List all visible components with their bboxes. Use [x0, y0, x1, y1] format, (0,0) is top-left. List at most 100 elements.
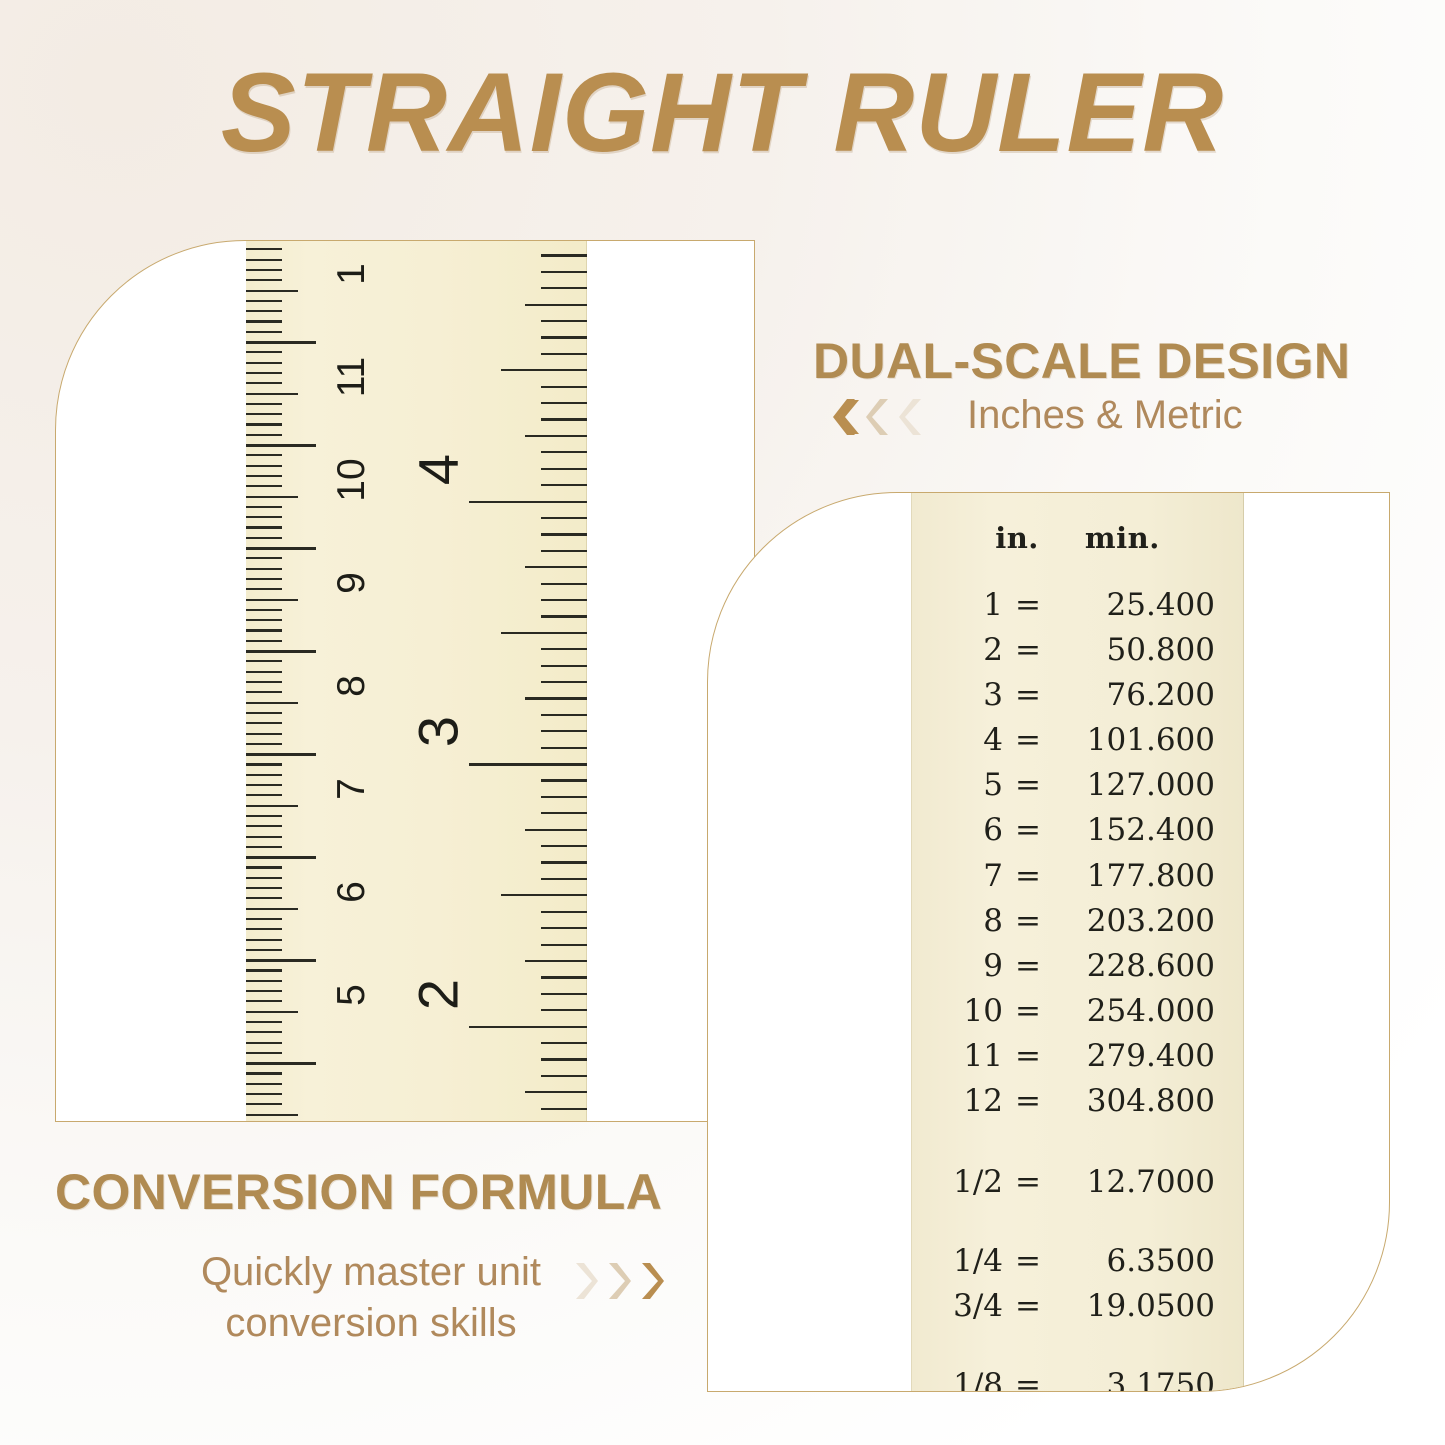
ruler-tick-metric — [246, 240, 316, 241]
ruler-tick-metric — [246, 536, 282, 539]
table-row: 10 = 254.000 — [911, 989, 1244, 1034]
ruler-tick-metric — [246, 444, 316, 447]
page-title: STRAIGHT RULER — [220, 50, 1225, 175]
ruler-tick-metric — [246, 897, 282, 900]
cell-equals: = — [1015, 902, 1041, 939]
cell-inches: 9 — [983, 947, 1003, 984]
ruler-number-metric: 8 — [330, 674, 373, 697]
ruler-tick-inch — [541, 615, 587, 618]
ruler-tick-metric — [246, 835, 282, 838]
cell-inches: 1/8 — [953, 1367, 1003, 1392]
ruler-tick-metric — [246, 1072, 282, 1075]
ruler-tick-metric — [246, 289, 298, 292]
ruler-tick-inch — [541, 1107, 587, 1110]
ruler-tick-inch — [541, 943, 587, 946]
chevron-right-icon — [576, 1263, 598, 1299]
cell-millimeters: 19.0500 — [1086, 1288, 1215, 1325]
ruler-tick-metric — [246, 598, 298, 601]
ruler-number-metric: 1 — [330, 262, 373, 285]
ruler-tick-inch — [541, 795, 587, 799]
ruler-tick-inch — [541, 1009, 587, 1012]
ruler-tick-metric — [246, 681, 282, 684]
ruler-tick-metric — [246, 619, 282, 622]
ruler-tick-metric — [246, 691, 282, 694]
ruler-tick-inch — [469, 763, 587, 766]
ruler-tick-inch — [541, 270, 587, 273]
ruler-tick-metric — [246, 341, 316, 344]
feature-conversion-subheading: Quickly master unit conversion skills — [196, 1247, 546, 1349]
ruler-tick-metric — [246, 567, 282, 570]
ruler-tick-inch — [541, 516, 587, 520]
ruler-tick-metric — [246, 784, 282, 787]
ruler-tick-metric — [246, 732, 282, 735]
cell-millimeters: 254.000 — [1086, 992, 1215, 1029]
ruler-tick-inch — [541, 336, 587, 339]
cell-millimeters: 127.000 — [1086, 767, 1215, 804]
cell-inches: 8 — [983, 902, 1003, 939]
ruler-tick-metric — [246, 310, 282, 313]
ruler-tick-metric — [246, 876, 282, 879]
ruler-photo-card: 1 11 10 9 8 7 6 5 4 3 2 — [55, 240, 755, 1122]
ruler-tick-inch — [541, 681, 587, 684]
ruler-tick-metric — [246, 938, 282, 941]
cell-millimeters: 6.3500 — [1106, 1243, 1215, 1280]
cell-millimeters: 76.200 — [1106, 677, 1215, 714]
cell-millimeters: 3.1750 — [1106, 1367, 1215, 1392]
ruler-tick-inch — [541, 402, 587, 405]
cell-millimeters: 12.7000 — [1086, 1164, 1215, 1201]
ruler-tick-metric — [246, 392, 298, 395]
ruler-tick-inch — [541, 467, 587, 470]
cell-inches: 10 — [963, 992, 1003, 1029]
ruler-tick-metric — [246, 753, 316, 756]
ruler-tick-metric — [246, 845, 282, 848]
ruler-tick-metric — [246, 660, 282, 663]
ruler-tick-inch — [541, 877, 587, 881]
ruler-tick-metric — [246, 588, 282, 591]
ruler-tick-inch — [469, 1025, 587, 1029]
ruler-tick-metric — [246, 1113, 298, 1116]
cell-inches: 4 — [983, 722, 1003, 759]
table-row: 9 = 228.600 — [911, 944, 1244, 989]
table-row: 11 = 279.400 — [911, 1034, 1244, 1079]
cell-equals: = — [1015, 857, 1041, 894]
ruler-tick-metric — [246, 516, 282, 519]
ruler-tick-metric — [246, 577, 282, 581]
cell-inches: 1/4 — [953, 1243, 1003, 1280]
ruler-tick-metric — [246, 917, 282, 921]
ruler-tick-metric — [246, 423, 282, 426]
ruler-tick-metric — [246, 402, 282, 405]
table-row: 3/4 = 19.0500 — [911, 1284, 1244, 1329]
ruler-tick-metric — [246, 928, 282, 931]
cell-millimeters: 152.400 — [1086, 812, 1215, 849]
ruler-tick-inch — [541, 1058, 587, 1061]
cell-equals: = — [1015, 992, 1041, 1029]
ruler-number-metric: 10 — [330, 457, 373, 502]
ruler-tick-metric — [246, 804, 298, 807]
ruler-tick-metric — [246, 248, 282, 251]
cell-millimeters: 228.600 — [1086, 947, 1215, 984]
ruler-tick-metric — [246, 1041, 282, 1044]
ruler-tick-metric — [246, 279, 282, 282]
ruler-tick-metric — [246, 825, 282, 828]
table-row: 7 = 177.800 — [911, 854, 1244, 899]
ruler-strip: 1 11 10 9 8 7 6 5 4 3 2 — [246, 240, 587, 1121]
ruler-tick-inch — [541, 713, 587, 716]
ruler-tick-inch — [541, 976, 587, 979]
ruler-tick-metric — [246, 1000, 282, 1003]
cell-equals: = — [1015, 1288, 1041, 1325]
cell-millimeters: 304.800 — [1086, 1083, 1215, 1120]
ruler-tick-inch — [541, 746, 587, 749]
ruler-tick-metric — [246, 330, 282, 333]
table-header-row: in. min. — [911, 521, 1244, 555]
ruler-tick-inch — [541, 598, 587, 602]
cell-equals: = — [1015, 1083, 1041, 1120]
ruler-tick-metric — [246, 547, 316, 550]
ruler-tick-metric — [246, 1093, 282, 1096]
table-row: 8 = 203.200 — [911, 899, 1244, 944]
ruler-tick-inch — [541, 418, 587, 421]
ruler-tick-inch — [501, 369, 587, 372]
conversion-table: in. min. 1 = 25.400 2 = 50.800 3 = 76.200 4 = 10… — [911, 521, 1244, 1392]
ruler-tick-metric — [246, 979, 282, 982]
ruler-tick-inch — [541, 648, 587, 651]
ruler-tick-metric — [246, 485, 282, 488]
